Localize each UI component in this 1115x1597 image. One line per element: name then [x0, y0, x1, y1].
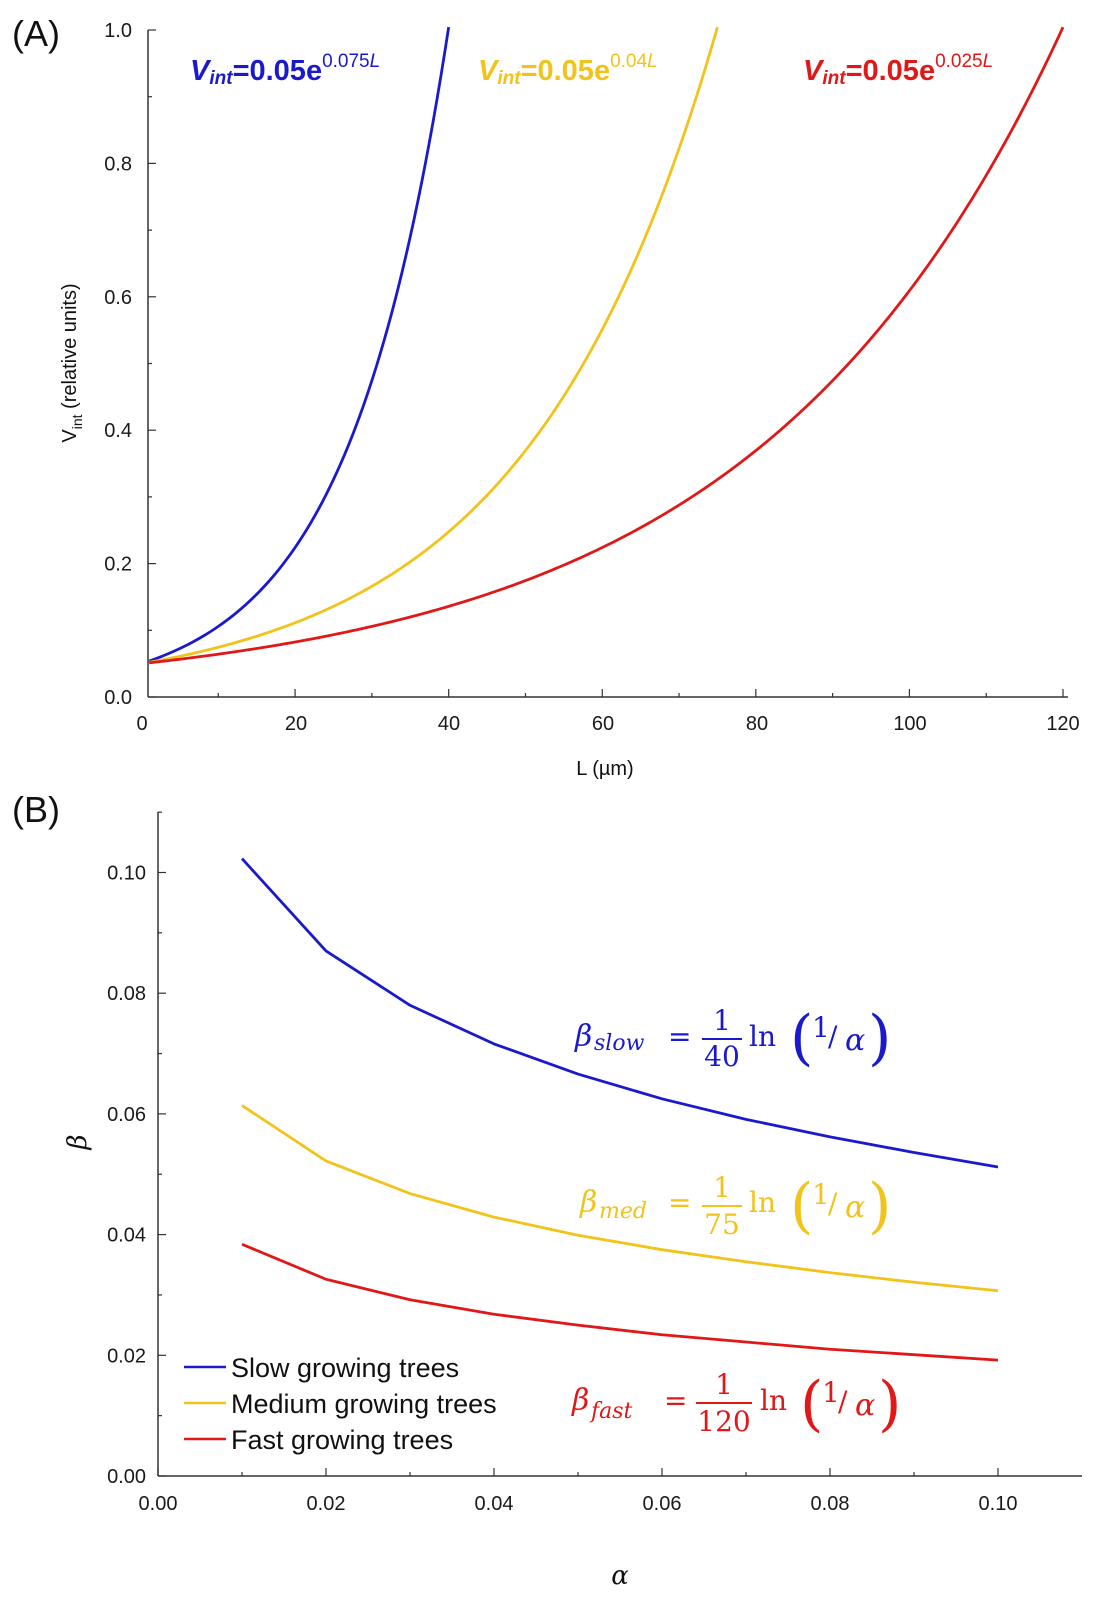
eq-alpha: α [845, 1023, 865, 1058]
panel-b-label: (B) [12, 789, 60, 830]
legend-label-slow: Slow growing trees [231, 1353, 459, 1383]
eq-numerator: 1 [713, 1004, 731, 1037]
eq-alpha: α [855, 1388, 875, 1423]
a-y-tick-label: 0.8 [104, 153, 132, 175]
eq-denominator: 120 [697, 1405, 750, 1438]
formula-med: Vint=0.05e0.04L [478, 51, 658, 89]
eq-equals: = [668, 1020, 691, 1053]
equation-med: β med = 1 75 ln ( 1 / α ) [579, 1171, 891, 1241]
series-line-fast [149, 26, 1065, 665]
a-y-tick-label: 1.0 [104, 20, 132, 42]
eq-left-paren: ( [790, 1171, 813, 1241]
eq-equals: = [668, 1186, 691, 1219]
eq-ln: ln [749, 1020, 776, 1053]
a-x-tick-label: 120 [1046, 713, 1079, 735]
equation-fast: β fast = 1 120 ln ( 1 / α ) [571, 1368, 901, 1439]
b-y-tick-label: 0.06 [107, 1104, 146, 1126]
eq-ln: ln [760, 1384, 787, 1417]
legend-label-fast: Fast growing trees [231, 1425, 453, 1455]
b-x-tick-label: 0.06 [643, 1493, 682, 1515]
eq-alpha: α [845, 1190, 865, 1225]
panel-b-x-ticks [157, 1468, 999, 1476]
legend: Slow growing trees Medium growing trees … [184, 1353, 497, 1455]
eq-beta: β [574, 1019, 592, 1054]
panel-a-x-ticks [217, 689, 1064, 697]
eq-slash: / [828, 1187, 838, 1220]
panel-a-x-axis-title: L (µm) [576, 758, 633, 780]
b-y-tick-label: 0.10 [107, 863, 146, 885]
a-y-tick-label: 0.6 [104, 287, 132, 309]
formula-fast: Vint=0.05e0.025L [803, 51, 993, 89]
panel-a: (A) 0.0 0.2 0.4 0.6 0.8 1.0 0 20 40 60 8… [12, 13, 1080, 780]
panel-b-y-ticks [158, 811, 166, 1477]
panel-b: (B) 0.00 0.02 0.04 0.06 0.08 0.10 0.00 0… [12, 789, 1082, 1591]
a-y-tick-label: 0.0 [104, 687, 132, 709]
a-y-tick-label: 0.4 [104, 420, 132, 442]
eq-denominator: 40 [704, 1040, 740, 1073]
eq-ln: ln [749, 1186, 776, 1219]
a-y-tick-label: 0.2 [104, 554, 132, 576]
b-x-tick-label: 0.00 [139, 1493, 178, 1515]
b-x-tick-label: 0.10 [979, 1493, 1018, 1515]
eq-slash: / [838, 1385, 848, 1418]
eq-subscript: slow [594, 1031, 645, 1056]
eq-denominator: 75 [704, 1208, 740, 1241]
panel-a-y-tick-labels: 0.0 0.2 0.4 0.6 0.8 1.0 [104, 20, 132, 709]
eq-beta: β [579, 1185, 597, 1220]
eq-subscript: med [599, 1199, 647, 1224]
series-line-fast [241, 1242, 999, 1362]
panel-b-x-tick-labels: 0.00 0.02 0.04 0.06 0.08 0.10 [139, 1493, 1018, 1515]
a-x-tick-label: 60 [592, 713, 614, 735]
eq-one: 1 [822, 1376, 840, 1409]
eq-beta: β [571, 1383, 589, 1418]
eq-subscript: fast [589, 1399, 633, 1424]
eq-right-paren: ) [868, 1171, 891, 1241]
series-line-med [148, 26, 719, 664]
eq-left-paren: ( [790, 1003, 813, 1073]
panel-a-lines [148, 26, 1065, 665]
eq-one: 1 [812, 1178, 830, 1211]
b-y-tick-label: 0.04 [107, 1225, 146, 1247]
panel-a-x-tick-labels: 0 20 40 60 80 100 120 [136, 713, 1079, 735]
equation-slow: β slow = 1 40 ln ( 1 / α ) [574, 1003, 891, 1073]
a-x-tick-label: 80 [746, 713, 768, 735]
a-x-tick-label: 100 [893, 713, 926, 735]
panel-b-y-tick-labels: 0.00 0.02 0.04 0.06 0.08 0.10 [107, 863, 146, 1489]
eq-right-paren: ) [878, 1369, 901, 1439]
b-y-tick-label: 0.02 [107, 1345, 146, 1367]
formula-slow: Vint=0.05e0.075L [190, 51, 380, 89]
b-y-tick-label: 0.08 [107, 983, 146, 1005]
b-x-tick-label: 0.02 [307, 1493, 346, 1515]
b-y-tick-label: 0.00 [107, 1466, 146, 1488]
series-line-slow [148, 26, 451, 663]
a-x-tick-label: 0 [136, 713, 147, 735]
b-x-tick-label: 0.08 [811, 1493, 850, 1515]
a-x-tick-label: 40 [438, 713, 460, 735]
series-line-med [241, 1104, 999, 1293]
panel-a-y-ticks [148, 29, 156, 698]
eq-one: 1 [812, 1011, 830, 1044]
eq-numerator: 1 [713, 1171, 731, 1204]
panel-b-y-axis-title: β [63, 1134, 93, 1150]
eq-slash: / [828, 1020, 838, 1053]
eq-right-paren: ) [868, 1003, 891, 1073]
panel-a-label: (A) [12, 13, 60, 54]
panel-b-lines [240, 857, 999, 1362]
legend-label-med: Medium growing trees [231, 1389, 497, 1419]
eq-equals: = [664, 1384, 687, 1417]
series-line-slow [240, 857, 999, 1169]
a-x-tick-label: 20 [285, 713, 307, 735]
eq-left-paren: ( [800, 1369, 823, 1439]
eq-numerator: 1 [715, 1368, 733, 1401]
panel-b-x-axis-title: α [611, 1561, 629, 1591]
panel-a-y-axis-title: Vint (relative units) [59, 283, 85, 442]
b-x-tick-label: 0.04 [475, 1493, 514, 1515]
